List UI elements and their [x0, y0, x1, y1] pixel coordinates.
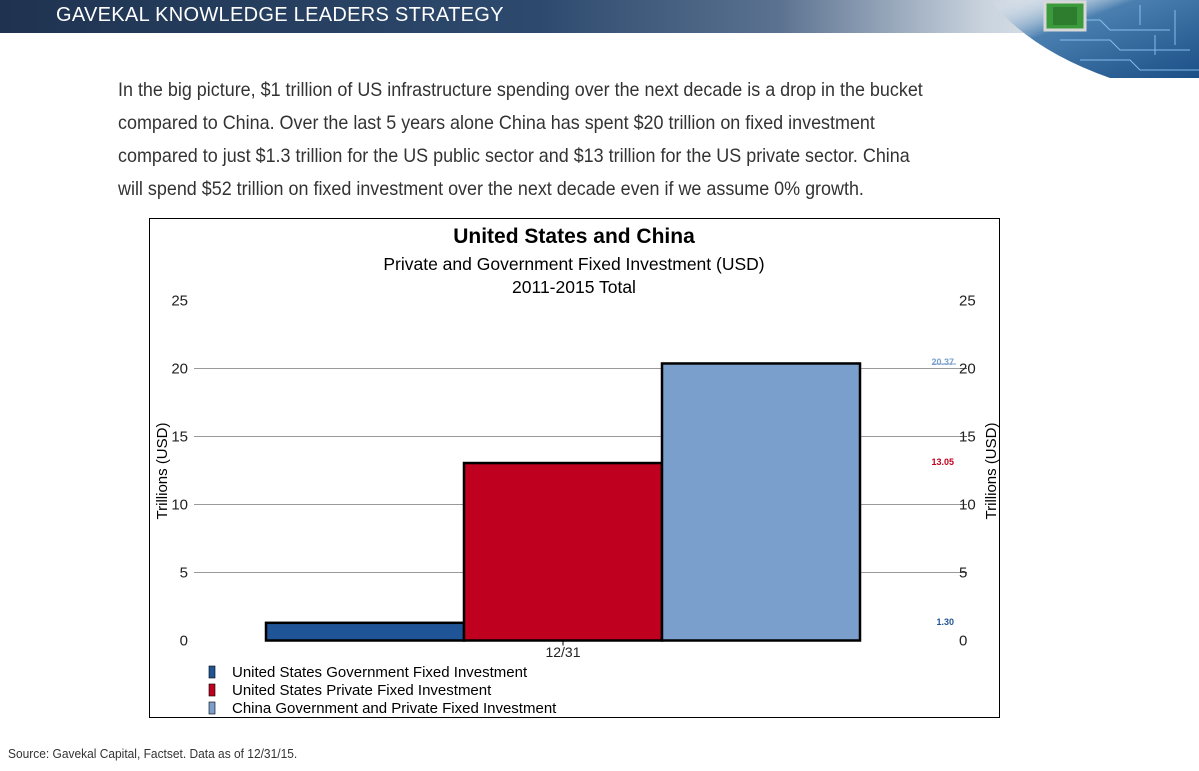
chart-subtitle-2: 2011-2015 Total — [512, 277, 636, 297]
intro-line: compared to just $1.3 trillion for the U… — [118, 145, 910, 167]
intro-line: In the big picture, $1 trillion of US in… — [118, 79, 923, 101]
legend-swatch — [208, 701, 216, 715]
x-tick-label: 12/31 — [545, 644, 580, 660]
bar-1 — [264, 621, 466, 642]
intro-line: will spend $52 trillion on fixed investm… — [118, 178, 864, 200]
y-tick-label-left: 20 — [171, 361, 188, 378]
data-label: 13.05 — [931, 457, 954, 467]
bar-2 — [462, 461, 664, 642]
intro-line: compared to China. Over the last 5 years… — [118, 112, 875, 134]
legend-swatch — [208, 665, 216, 679]
circuit-chip-image — [990, 0, 1199, 78]
y-tick-label-right: 10 — [959, 497, 976, 514]
y-axis-label-right: Trillions (USD) — [983, 423, 999, 520]
source-note: Source: Gavekal Capital, Factset. Data a… — [8, 746, 298, 761]
y-tick-label-left: 15 — [171, 429, 188, 446]
intro-paragraph: In the big picture, $1 trillion of US in… — [118, 74, 1075, 206]
bar-3 — [660, 362, 862, 642]
legend-swatch — [208, 683, 216, 697]
data-label: 20.37 — [931, 357, 954, 367]
legend-label: China Government and Private Fixed Inves… — [232, 700, 557, 717]
chart-title: United States and China — [453, 225, 695, 248]
chart-container: United States and China Private and Gover… — [149, 218, 1000, 718]
y-tick-label-left: 5 — [180, 565, 188, 582]
y-tick-label-left: 0 — [180, 633, 188, 650]
header-title: GAVEKAL KNOWLEDGE LEADERS STRATEGY — [56, 4, 504, 26]
y-tick-label-right: 5 — [959, 565, 967, 582]
y-tick-label-right: 25 — [959, 293, 976, 310]
y-tick-label-left: 25 — [171, 293, 188, 310]
y-tick-label-right: 0 — [959, 633, 967, 650]
legend-label: United States Private Fixed Investment — [232, 682, 492, 699]
legend-label: United States Government Fixed Investmen… — [232, 664, 528, 681]
y-tick-label-left: 10 — [171, 497, 188, 514]
y-axis-label-left: Trillions (USD) — [154, 423, 171, 520]
y-tick-label-right: 15 — [959, 429, 976, 446]
y-tick-label-right: 20 — [959, 361, 976, 378]
data-label: 1.30 — [936, 617, 954, 627]
chart-subtitle: Private and Government Fixed Investment … — [383, 254, 764, 274]
bar-chart: United States and China Private and Gover… — [154, 225, 999, 717]
